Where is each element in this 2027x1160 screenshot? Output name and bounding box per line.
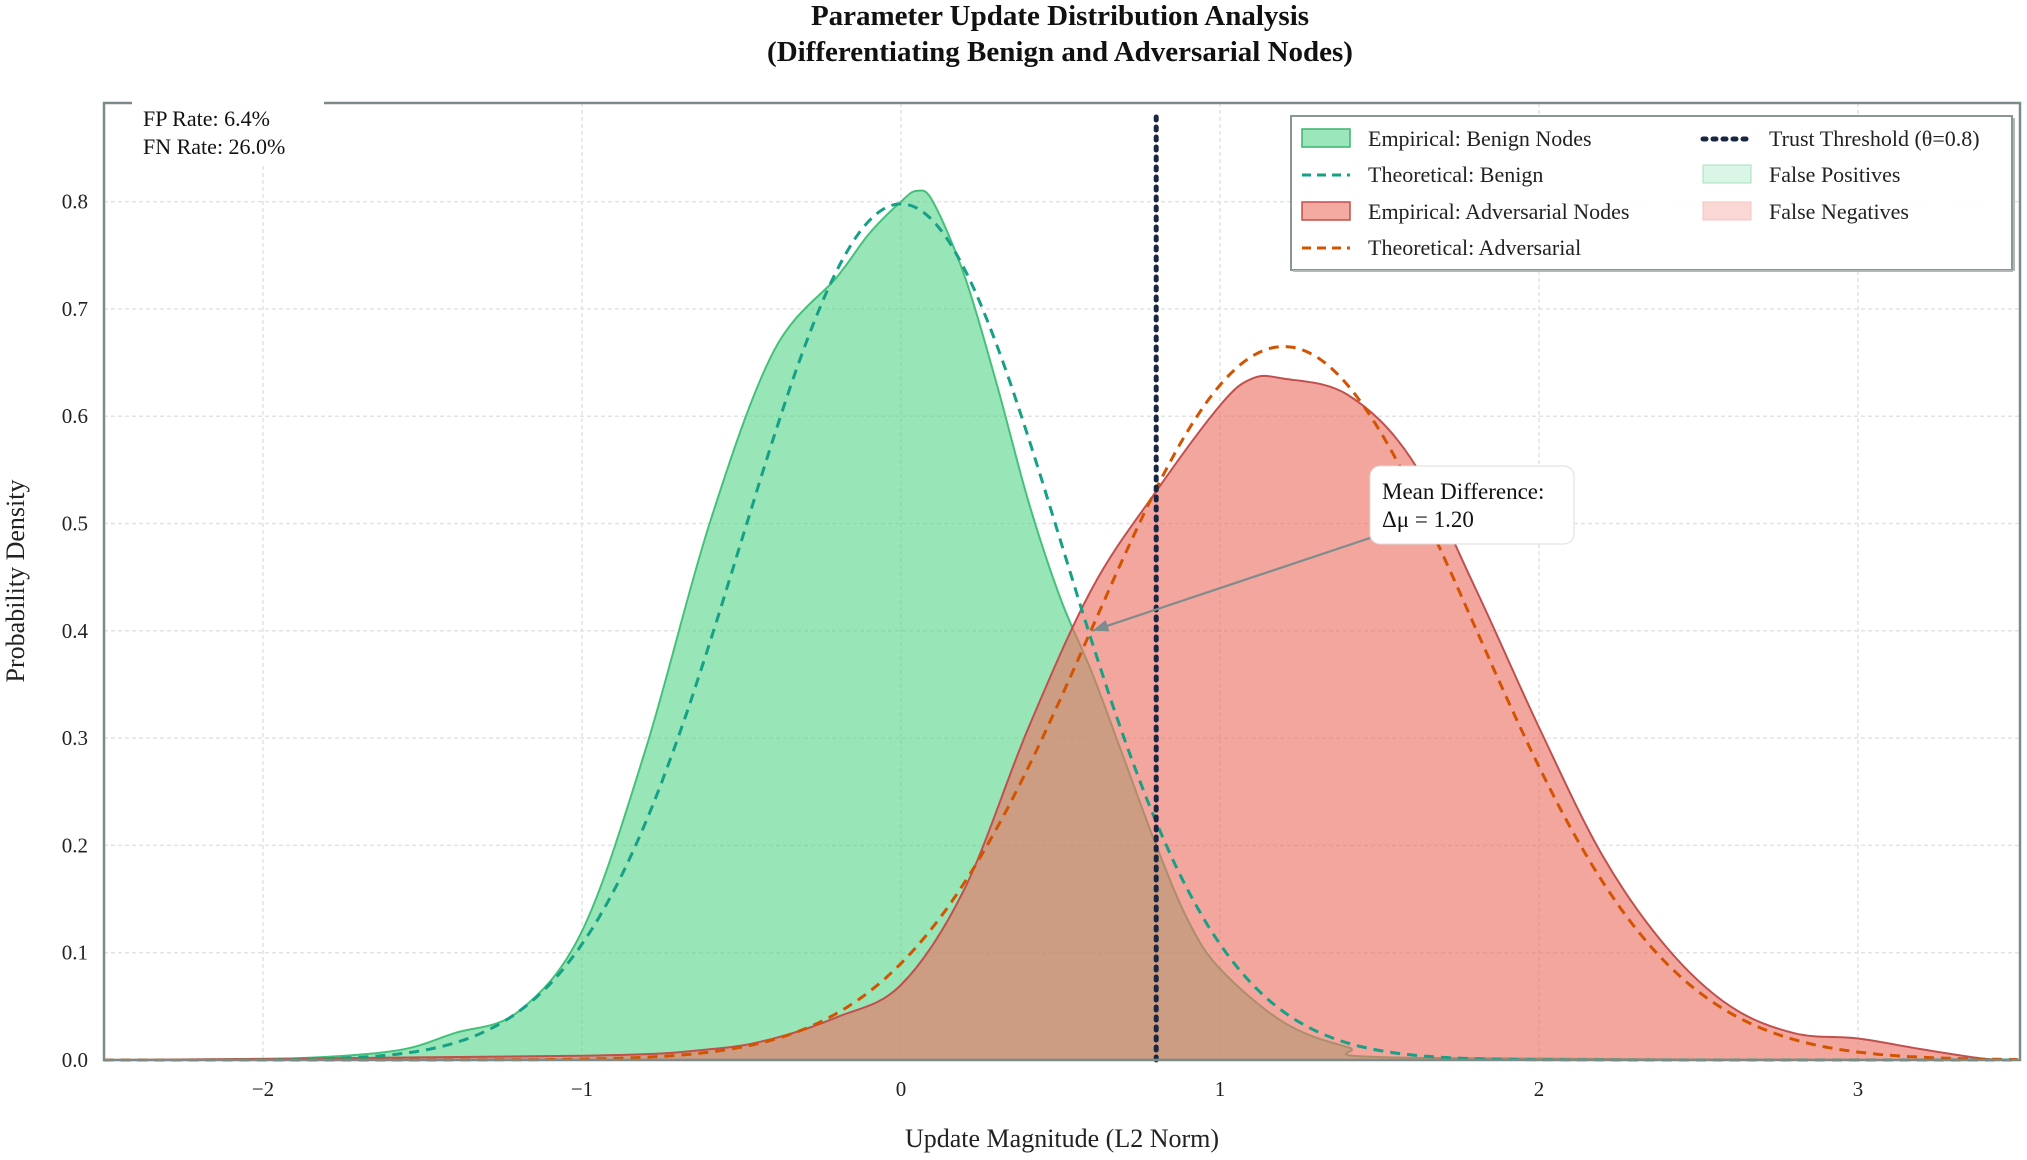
legend-label-benign-empirical: Empirical: Benign Nodes bbox=[1368, 126, 1592, 151]
x-tick-label: −2 bbox=[252, 1077, 274, 1101]
y-tick-label: 0.0 bbox=[62, 1048, 88, 1072]
y-tick-label: 0.6 bbox=[62, 404, 88, 428]
y-tick-label: 0.7 bbox=[62, 297, 88, 321]
y-tick-label: 0.2 bbox=[62, 833, 88, 857]
x-tick-label: 3 bbox=[1853, 1077, 1864, 1101]
legend-label-threshold: Trust Threshold (θ=0.8) bbox=[1769, 126, 1980, 151]
legend-swatch-false-negatives bbox=[1702, 201, 1752, 221]
legend-swatch-false-positives bbox=[1702, 164, 1752, 184]
legend-swatch-adversarial-empirical bbox=[1301, 201, 1351, 221]
legend-label-benign-theoretical: Theoretical: Benign bbox=[1368, 162, 1543, 187]
y-tick-label: 0.1 bbox=[62, 941, 88, 965]
y-axis-label: Probability Density bbox=[1, 480, 30, 683]
y-tick-label: 0.8 bbox=[62, 190, 88, 214]
y-tick-label: 0.3 bbox=[62, 726, 88, 750]
legend-label-false-positives: False Positives bbox=[1769, 162, 1900, 187]
chart-title-line2: (Differentiating Benign and Adversarial … bbox=[767, 36, 1353, 68]
y-tick-label: 0.5 bbox=[62, 512, 88, 536]
legend: Empirical: Benign Nodes Theoretical: Ben… bbox=[1290, 115, 2015, 272]
plot-frame bbox=[102, 101, 2022, 1062]
legend-swatch-benign-empirical bbox=[1301, 128, 1351, 148]
fn-rate-text: FN Rate: 26.0% bbox=[143, 134, 285, 159]
x-tick-label: −1 bbox=[571, 1077, 593, 1101]
legend-label-false-negatives: False Negatives bbox=[1769, 199, 1909, 224]
x-tick-label: 2 bbox=[1534, 1077, 1545, 1101]
legend-label-adversarial-empirical: Empirical: Adversarial Nodes bbox=[1368, 199, 1629, 224]
annotation-box bbox=[1369, 465, 1575, 545]
stats-box bbox=[132, 98, 324, 164]
legend-box bbox=[1290, 115, 2013, 271]
fp-rate-text: FP Rate: 6.4% bbox=[143, 106, 270, 131]
x-axis-label: Update Magnitude (L2 Norm) bbox=[905, 1124, 1219, 1153]
mean-difference-annotation: Mean Difference: Δμ = 1.20 bbox=[1092, 465, 1575, 632]
x-tick-label: 1 bbox=[1215, 1077, 1226, 1101]
annotation-line2: Δμ = 1.20 bbox=[1382, 507, 1474, 532]
x-tick-label: 0 bbox=[896, 1077, 907, 1101]
y-tick-label: 0.4 bbox=[62, 619, 89, 643]
annotation-arrow-head bbox=[1092, 620, 1110, 632]
legend-label-adversarial-theoretical: Theoretical: Adversarial bbox=[1368, 235, 1581, 260]
annotation-line1: Mean Difference: bbox=[1382, 479, 1544, 504]
annotation-arrow bbox=[1092, 536, 1371, 632]
chart-title-line1: Parameter Update Distribution Analysis bbox=[811, 0, 1309, 32]
